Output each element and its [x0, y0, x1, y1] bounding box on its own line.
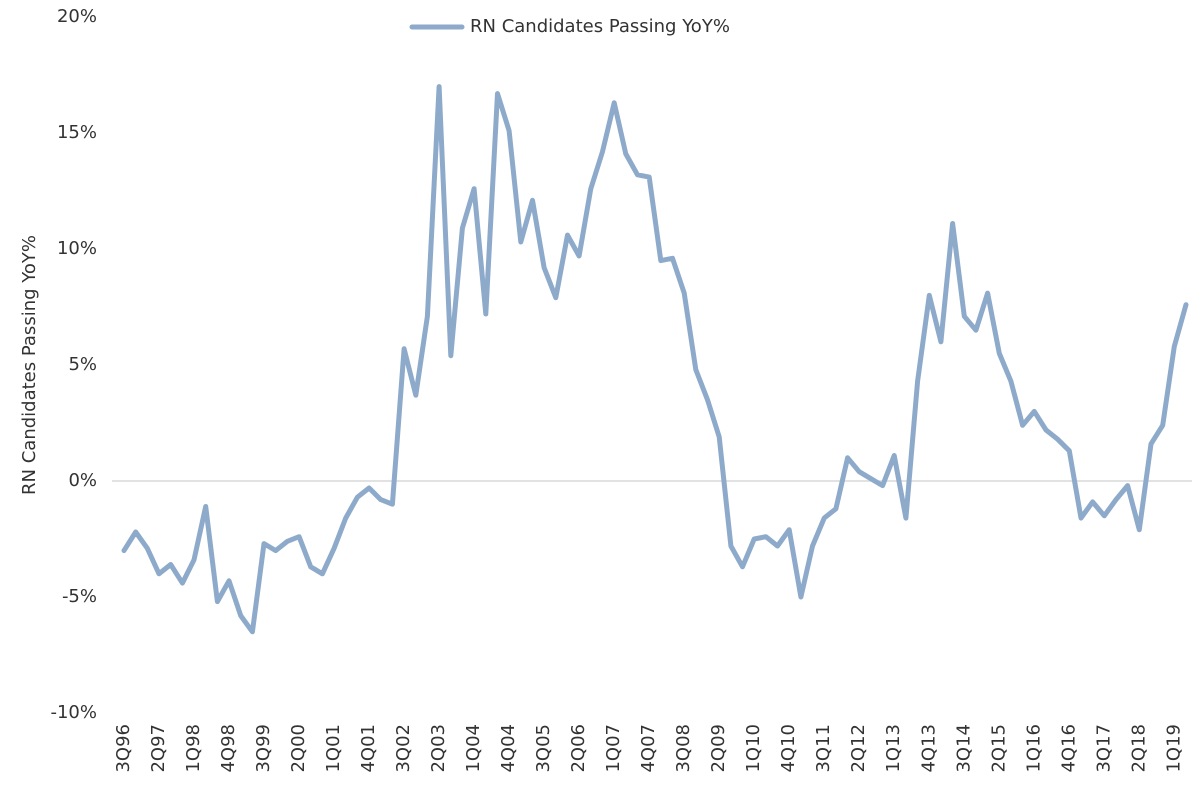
x-tick-label: 4Q07	[638, 724, 659, 773]
x-tick-label: 4Q98	[218, 724, 239, 773]
x-tick-label: 3Q02	[393, 724, 414, 773]
series-line	[121, 84, 1189, 635]
x-tick-label: 4Q04	[498, 724, 519, 773]
x-tick-label: 3Q17	[1093, 724, 1114, 773]
x-tick-label: 2Q18	[1128, 724, 1149, 773]
x-tick-label: 4Q01	[358, 724, 379, 773]
x-tick-label: 4Q16	[1058, 724, 1079, 773]
x-tick-label: 4Q13	[918, 724, 939, 773]
x-tick-label: 3Q08	[673, 724, 694, 773]
x-tick-label: 2Q12	[848, 724, 869, 773]
y-tick-label: 0%	[68, 470, 97, 491]
x-tick-label: 1Q04	[463, 724, 484, 773]
y-tick-label: -5%	[62, 586, 97, 607]
x-tick-label: 3Q96	[113, 724, 134, 773]
x-tick-label: 3Q14	[953, 724, 974, 773]
y-tick-label: 20%	[57, 6, 97, 27]
y-tick-label: 5%	[68, 354, 97, 375]
y-tick-label: 15%	[57, 122, 97, 143]
y-axis-label: RN Candidates Passing YoY%	[19, 235, 40, 495]
x-tick-label: 1Q98	[183, 724, 204, 773]
x-tick-label: 1Q16	[1023, 724, 1044, 773]
x-tick-label: 1Q13	[883, 724, 904, 773]
x-tick-label: 1Q01	[323, 724, 344, 773]
x-tick-label: 2Q15	[988, 724, 1009, 773]
y-tick-label: 10%	[57, 238, 97, 259]
x-tick-label: 2Q00	[288, 724, 309, 773]
x-tick-label: 1Q10	[743, 724, 764, 773]
x-tick-label: 1Q07	[603, 724, 624, 773]
x-tick-label: 2Q09	[708, 724, 729, 773]
x-tick-label: 2Q06	[568, 724, 589, 773]
x-tick-label: 3Q05	[533, 724, 554, 773]
x-tick-label: 4Q10	[778, 724, 799, 773]
x-tick-label: 1Q19	[1163, 724, 1184, 773]
x-tick-label: 3Q99	[253, 724, 274, 773]
x-tick-label: 3Q11	[813, 724, 834, 773]
x-tick-label: 2Q97	[148, 724, 169, 773]
y-tick-label: -10%	[50, 702, 97, 723]
x-tick-label: 2Q03	[428, 724, 449, 773]
legend-label: RN Candidates Passing YoY%	[470, 16, 730, 37]
